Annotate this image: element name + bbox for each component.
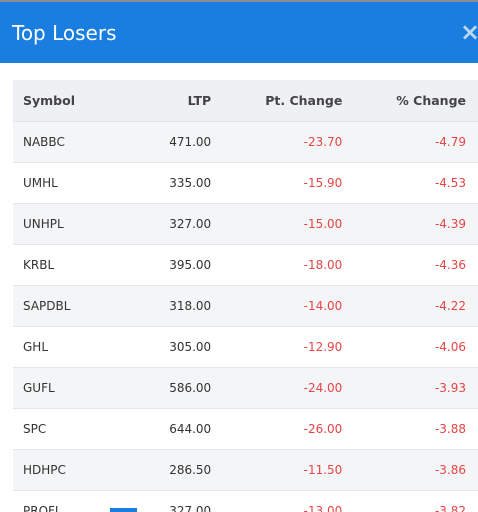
table-row[interactable]: UNHPL 327.00 -15.00 -4.39	[13, 203, 478, 245]
table-row[interactable]: HDHPC 286.50 -11.50 -3.86	[13, 449, 478, 491]
losers-table: Symbol LTP Pt. Change % Change NABBC 471…	[13, 80, 478, 512]
symbol-cell: KRBL	[13, 244, 118, 286]
pt-change-cell: -24.00	[211, 367, 344, 409]
table-row[interactable]: SPC 644.00 -26.00 -3.88	[13, 408, 478, 450]
table-row[interactable]: GUFL 586.00 -24.00 -3.93	[13, 367, 478, 409]
pt-change-cell: -26.00	[211, 408, 344, 450]
pt-change-cell: -11.50	[211, 449, 344, 491]
symbol-cell: UMHL	[13, 162, 118, 204]
ltp-cell: 586.00	[117, 367, 212, 409]
pt-change-cell: -13.00	[211, 490, 344, 512]
modal-header: Top Losers ×	[0, 2, 478, 63]
pct-change-cell: -3.93	[343, 367, 478, 409]
symbol-cell: NABBC	[13, 121, 118, 163]
table-row[interactable]: PROFL 327.00 -13.00 -3.82	[13, 490, 478, 512]
symbol-cell: SPC	[13, 408, 118, 450]
pt-change-cell: -15.90	[211, 162, 344, 204]
column-header-ltp[interactable]: LTP	[117, 80, 212, 122]
top-border	[0, 0, 478, 2]
ltp-cell: 335.00	[117, 162, 212, 204]
pt-change-cell: -18.00	[211, 244, 344, 286]
ltp-cell: 327.00	[117, 490, 212, 512]
pct-change-cell: -3.82	[343, 490, 478, 512]
table-row[interactable]: KRBL 395.00 -18.00 -4.36	[13, 244, 478, 286]
symbol-cell: GUFL	[13, 367, 118, 409]
symbol-cell: GHL	[13, 326, 118, 368]
pct-change-cell: -4.39	[343, 203, 478, 245]
pct-change-cell: -4.06	[343, 326, 478, 368]
symbol-cell: HDHPC	[13, 449, 118, 491]
pct-change-cell: -4.36	[343, 244, 478, 286]
close-icon[interactable]: ×	[460, 18, 478, 46]
modal-title: Top Losers	[12, 21, 117, 45]
table-row[interactable]: UMHL 335.00 -15.90 -4.53	[13, 162, 478, 204]
table-row[interactable]: SAPDBL 318.00 -14.00 -4.22	[13, 285, 478, 327]
pct-change-cell: -3.88	[343, 408, 478, 450]
scroll-indicator	[110, 508, 137, 512]
pct-change-cell: -3.86	[343, 449, 478, 491]
ltp-cell: 327.00	[117, 203, 212, 245]
ltp-cell: 471.00	[117, 121, 212, 163]
ltp-cell: 286.50	[117, 449, 212, 491]
symbol-cell: UNHPL	[13, 203, 118, 245]
column-header-symbol[interactable]: Symbol	[13, 80, 118, 122]
ltp-cell: 318.00	[117, 285, 212, 327]
ltp-cell: 305.00	[117, 326, 212, 368]
table-header-row: Symbol LTP Pt. Change % Change	[13, 80, 478, 122]
ltp-cell: 395.00	[117, 244, 212, 286]
pct-change-cell: -4.53	[343, 162, 478, 204]
ltp-cell: 644.00	[117, 408, 212, 450]
pt-change-cell: -23.70	[211, 121, 344, 163]
pt-change-cell: -15.00	[211, 203, 344, 245]
column-header-pct-change[interactable]: % Change	[343, 80, 478, 122]
pt-change-cell: -14.00	[211, 285, 344, 327]
symbol-cell: PROFL	[13, 490, 118, 512]
symbol-cell: SAPDBL	[13, 285, 118, 327]
pct-change-cell: -4.79	[343, 121, 478, 163]
pt-change-cell: -12.90	[211, 326, 344, 368]
table-row[interactable]: GHL 305.00 -12.90 -4.06	[13, 326, 478, 368]
pct-change-cell: -4.22	[343, 285, 478, 327]
column-header-pt-change[interactable]: Pt. Change	[211, 80, 344, 122]
table-row[interactable]: NABBC 471.00 -23.70 -4.79	[13, 121, 478, 163]
